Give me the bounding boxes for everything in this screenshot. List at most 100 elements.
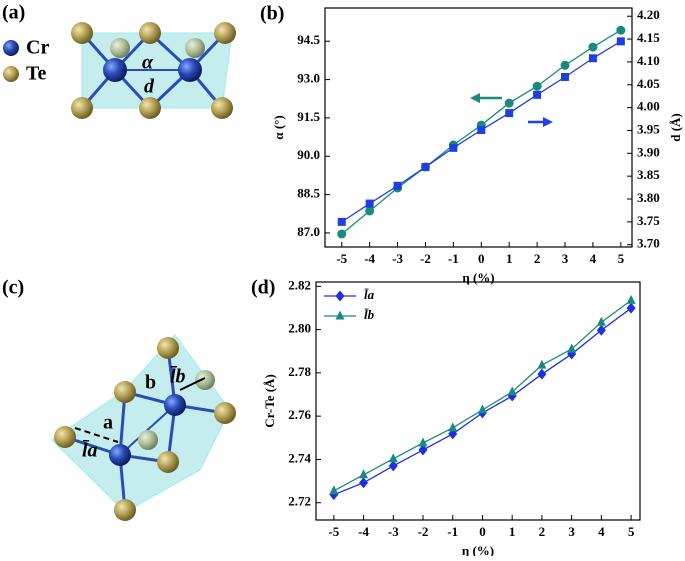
panel-label: (b): [260, 3, 284, 25]
polyhedron: [51, 334, 231, 513]
x-tick-label: 4: [590, 251, 597, 266]
y2-axis-label: d (Å): [668, 113, 683, 142]
marker: [616, 25, 626, 35]
marker: [365, 206, 375, 216]
y-tick-label: 87.0: [297, 224, 320, 239]
marker: [626, 294, 636, 304]
marker: [477, 404, 487, 414]
x-tick-label: 1: [509, 524, 516, 539]
cr-legend-icon: [3, 40, 19, 56]
marker: [504, 98, 514, 108]
y-tick-label: 94.5: [297, 32, 320, 47]
marker: [533, 90, 542, 99]
panel-label: (d): [251, 277, 275, 299]
marker: [418, 444, 428, 456]
x-tick-label: 5: [628, 524, 635, 539]
legend-marker: [335, 310, 345, 320]
x-tick-label: 0: [479, 524, 486, 539]
y2-tick-label: 3.70: [637, 236, 660, 251]
y-tick-label: 93.0: [297, 71, 320, 86]
x-tick-label: 2: [539, 524, 546, 539]
x-tick-label: 3: [562, 251, 569, 266]
x-tick-label: -3: [392, 251, 403, 266]
legend-marker: [335, 290, 345, 302]
y-axis-label: α (°): [271, 115, 286, 139]
panel-label: (c): [2, 277, 24, 299]
marker: [588, 42, 598, 52]
y2-tick-label: 4.20: [637, 7, 660, 22]
y2-tick-label: 4.10: [637, 53, 660, 68]
y-tick-label: 2.78: [288, 364, 311, 379]
marker: [449, 143, 458, 152]
marker: [616, 37, 625, 46]
marker: [507, 386, 517, 396]
x-tick-label: -4: [364, 251, 375, 266]
x-tick-label: -1: [448, 251, 459, 266]
x-tick-label: -4: [358, 524, 369, 539]
annotation: l̄a: [82, 439, 98, 462]
plot-frame: [315, 281, 641, 521]
x-tick-label: 1: [506, 251, 513, 266]
marker: [561, 73, 570, 82]
x-tick-label: -1: [447, 524, 458, 539]
marker: [505, 109, 514, 118]
x-tick-label: 2: [534, 251, 541, 266]
x-tick-label: -5: [328, 524, 339, 539]
x-axis-label: η (%): [462, 270, 494, 285]
legend-text: Cr: [26, 37, 49, 59]
marker: [560, 60, 570, 70]
y2-tick-label: 3.75: [637, 213, 660, 228]
marker: [359, 477, 369, 489]
marker: [359, 469, 369, 479]
annotation: α: [142, 52, 154, 74]
y2-tick-label: 3.95: [637, 121, 660, 136]
y-axis-label: Cr-Te (Å): [262, 374, 277, 428]
marker: [537, 368, 547, 380]
x-tick-label: -3: [388, 524, 399, 539]
marker: [337, 217, 346, 226]
marker: [388, 453, 398, 463]
y-tick-label: 88.5: [297, 186, 320, 201]
axis-arrows: [470, 93, 553, 127]
legend-label: l̄a: [364, 287, 375, 302]
marker: [418, 437, 428, 447]
marker: [448, 422, 458, 432]
y-tick-label: 2.82: [288, 277, 311, 292]
y2-tick-label: 3.85: [637, 167, 660, 182]
marker: [537, 359, 547, 369]
marker: [596, 316, 606, 326]
panel-label: (a): [2, 2, 25, 24]
y2-tick-label: 4.05: [637, 76, 660, 91]
x-axis-label: η (%): [462, 543, 494, 556]
y-tick-label: 2.80: [288, 321, 311, 336]
y2-tick-label: 3.80: [637, 190, 660, 205]
y-tick-label: 2.74: [288, 450, 311, 465]
marker: [388, 460, 398, 472]
marker: [626, 302, 636, 314]
marker: [329, 485, 339, 495]
x-tick-label: -2: [420, 251, 431, 266]
legend-text: Te: [26, 63, 47, 85]
x-tick-label: -5: [336, 251, 347, 266]
annotation: a: [103, 412, 113, 434]
y-tick-label: 90.0: [297, 147, 320, 162]
y-tick-label: 91.5: [297, 109, 320, 124]
marker: [421, 163, 430, 172]
x-tick-label: 3: [568, 524, 575, 539]
structure-c: (c) a b l̄a l̄b: [2, 277, 236, 521]
marker: [365, 199, 374, 208]
marker: [393, 181, 402, 190]
y2-tick-label: 3.90: [637, 144, 660, 159]
marker: [477, 126, 486, 135]
annotation: l̄b: [170, 365, 186, 388]
te-legend-icon: [3, 66, 19, 82]
marker: [532, 81, 542, 91]
annotation: d: [144, 76, 155, 98]
marker: [588, 54, 597, 63]
y-tick-label: 2.72: [288, 494, 311, 509]
x-tick-label: 0: [478, 251, 485, 266]
x-tick-label: -2: [418, 524, 429, 539]
y2-tick-label: 4.00: [637, 99, 660, 114]
marker: [567, 343, 577, 353]
